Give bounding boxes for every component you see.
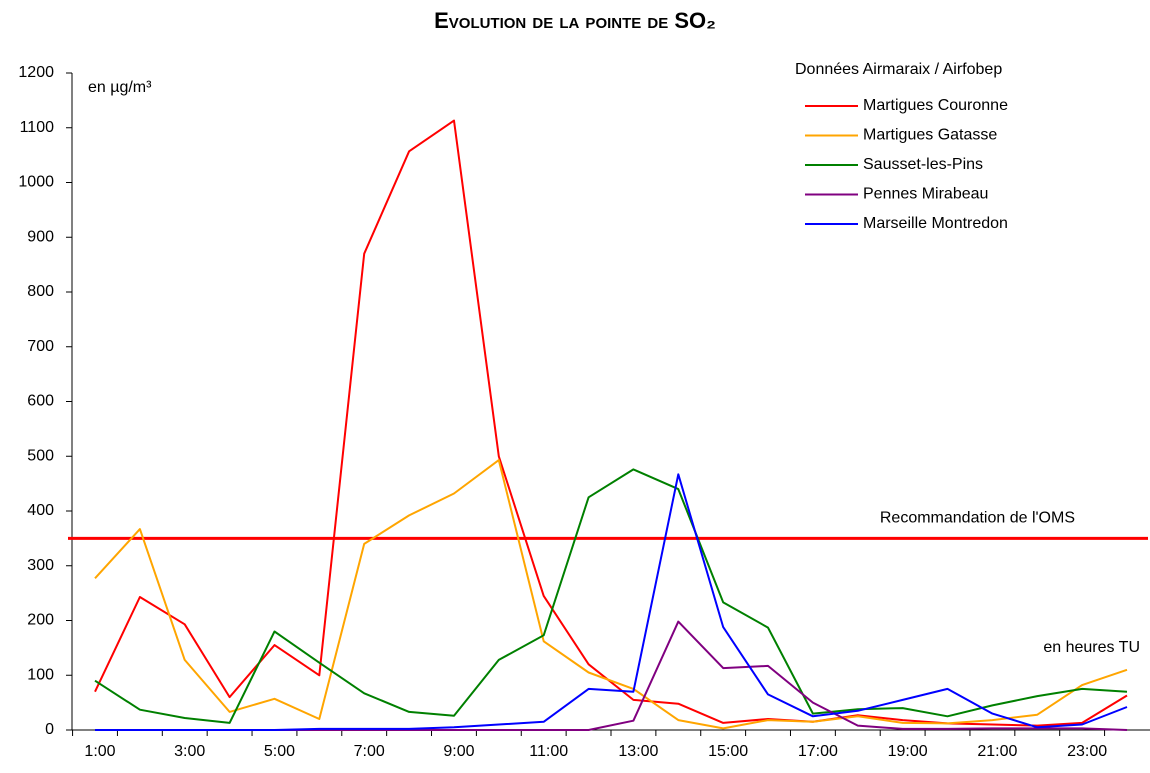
y-tick-label: 500 bbox=[27, 447, 54, 464]
y-tick-label: 400 bbox=[27, 502, 54, 519]
legend-label: Sausset-les-Pins bbox=[863, 156, 983, 173]
chart-title: Evolution de la pointe de SO₂ bbox=[434, 8, 716, 33]
x-tick-label: 9:00 bbox=[443, 743, 474, 760]
x-tick-label: 7:00 bbox=[354, 743, 385, 760]
series-line bbox=[94, 119, 1128, 727]
y-tick-label: 1100 bbox=[20, 119, 55, 136]
reference-label: Recommandation de l'OMS bbox=[880, 510, 1075, 527]
legend-label: Martigues Couronne bbox=[863, 97, 1008, 114]
y-tick-label: 1000 bbox=[18, 174, 54, 191]
x-tick-label: 19:00 bbox=[888, 743, 928, 760]
legend-label: Marseille Montredon bbox=[863, 215, 1008, 232]
y-tick-label: 900 bbox=[27, 228, 54, 245]
y-tick-label: 0 bbox=[45, 721, 54, 738]
x-tick-label: 13:00 bbox=[618, 743, 658, 760]
y-axis-label: en µg/m³ bbox=[88, 79, 152, 96]
x-tick-label: 21:00 bbox=[977, 743, 1017, 760]
x-tick-label: 1:00 bbox=[84, 743, 115, 760]
x-tick-label: 11:00 bbox=[529, 743, 568, 760]
y-tick-label: 300 bbox=[27, 557, 54, 574]
x-axis-label: en heures TU bbox=[1043, 639, 1140, 656]
legend-label: Pennes Mirabeau bbox=[863, 186, 988, 203]
y-tick-label: 600 bbox=[27, 393, 54, 410]
x-tick-label: 5:00 bbox=[264, 743, 295, 760]
x-tick-label: 3:00 bbox=[174, 743, 205, 760]
series-line bbox=[94, 468, 1128, 724]
series-line bbox=[95, 620, 1128, 731]
x-tick-label: 23:00 bbox=[1067, 743, 1107, 760]
x-tick-label: 17:00 bbox=[798, 743, 838, 760]
series-line bbox=[94, 459, 1128, 730]
y-tick-label: 200 bbox=[27, 612, 54, 629]
legend-title: Données Airmaraix / Airfobep bbox=[795, 61, 1002, 78]
x-tick-label: 15:00 bbox=[708, 743, 748, 760]
y-tick-label: 700 bbox=[27, 338, 54, 355]
series-line bbox=[95, 473, 1128, 731]
y-tick-label: 100 bbox=[27, 666, 54, 683]
legend-label: Martigues Gatasse bbox=[863, 127, 997, 144]
y-tick-label: 800 bbox=[27, 283, 54, 300]
y-tick-label: 1200 bbox=[18, 64, 54, 81]
